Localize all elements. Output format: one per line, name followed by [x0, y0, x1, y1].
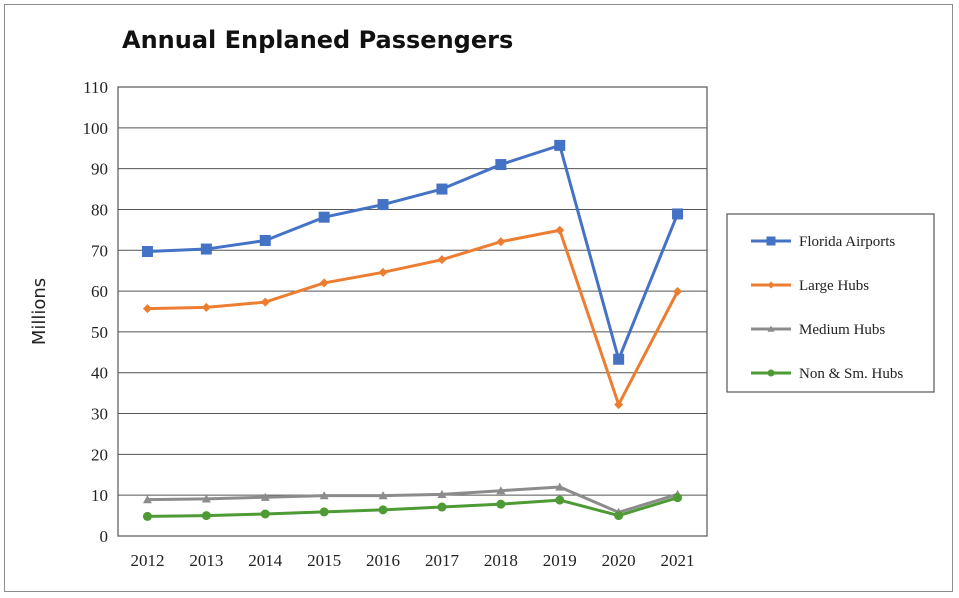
series-line — [147, 496, 678, 518]
y-tick-label: 70 — [91, 241, 108, 260]
legend-label: Large Hubs — [799, 278, 869, 294]
x-tick-label: 2021 — [661, 551, 695, 570]
data-point — [260, 297, 270, 307]
data-point — [555, 225, 565, 235]
x-tick-label: 2019 — [543, 551, 577, 570]
legend-label: Medium Hubs — [799, 322, 885, 338]
data-point — [496, 237, 506, 247]
data-point — [201, 511, 211, 521]
data-point — [319, 278, 329, 288]
series-large-hubs — [142, 225, 683, 410]
y-tick-label: 40 — [91, 364, 108, 383]
data-point — [766, 236, 776, 246]
legend-item: Non & Sm. Hubs — [751, 366, 903, 382]
y-tick-label: 80 — [91, 200, 108, 219]
data-point — [673, 493, 683, 503]
data-point — [496, 486, 506, 495]
data-point — [767, 369, 775, 377]
data-point — [767, 325, 775, 332]
data-point — [672, 208, 684, 220]
plot-area — [117, 86, 708, 537]
data-point — [437, 255, 447, 265]
data-point — [554, 139, 566, 151]
data-point — [142, 495, 152, 504]
data-point — [260, 509, 270, 519]
x-tick-label: 2013 — [189, 551, 223, 570]
x-tick-label: 2014 — [248, 551, 283, 570]
data-point — [260, 492, 270, 501]
y-tick-label: 20 — [91, 445, 108, 464]
x-tick-label: 2017 — [425, 551, 460, 570]
y-axis-ticks: 0 10 20 30 40 50 60 70 80 90 100 110 — [83, 78, 109, 546]
y-tick-label: 30 — [91, 405, 108, 424]
data-point — [437, 489, 447, 498]
y-tick-label: 100 — [83, 119, 109, 138]
data-point — [141, 245, 153, 257]
data-point — [495, 159, 507, 171]
data-point — [201, 494, 211, 503]
y-tick-label: 60 — [91, 282, 108, 301]
series-lines — [141, 139, 684, 521]
data-point — [142, 511, 152, 521]
data-point — [378, 505, 388, 515]
series-line — [147, 485, 678, 514]
data-point — [614, 511, 624, 521]
data-point — [378, 491, 388, 500]
x-tick-label: 2020 — [602, 551, 636, 570]
gridlines — [118, 86, 707, 537]
legend-box — [726, 213, 935, 393]
data-point — [201, 302, 211, 312]
y-tick-label: 50 — [91, 323, 108, 342]
data-point — [377, 199, 389, 211]
y-tick-label: 10 — [91, 486, 108, 505]
data-point — [496, 499, 506, 509]
data-point — [200, 243, 212, 255]
y-tick-label: 110 — [83, 78, 108, 97]
x-tick-label: 2018 — [484, 551, 518, 570]
data-point — [319, 491, 329, 500]
data-point — [259, 234, 271, 246]
data-point — [614, 400, 624, 410]
y-axis-label: Millions — [29, 278, 50, 345]
y-tick-label: 90 — [91, 160, 108, 179]
data-point — [767, 281, 775, 289]
chart-title: Annual Enplaned Passengers — [122, 26, 514, 54]
data-point — [319, 507, 329, 517]
legend-item: Large Hubs — [751, 278, 869, 294]
data-point — [555, 482, 565, 491]
x-axis-ticks: 2012 2013 2014 2015 2016 2017 2018 2019 2020 2021 — [130, 551, 694, 570]
legend-item: Florida Airports — [751, 234, 895, 250]
legend-label: Florida Airports — [799, 234, 895, 250]
legend-item: Medium Hubs — [751, 322, 885, 338]
y-tick-label: 0 — [100, 527, 109, 546]
x-tick-label: 2012 — [130, 551, 164, 570]
data-point — [673, 286, 683, 296]
x-tick-label: 2015 — [307, 551, 341, 570]
x-tick-label: 2016 — [366, 551, 400, 570]
series-florida-airports — [141, 139, 684, 365]
data-point — [318, 211, 330, 223]
data-point — [613, 353, 625, 365]
series-line — [147, 228, 679, 407]
data-point — [142, 304, 152, 314]
data-point — [378, 267, 388, 277]
series-line — [147, 143, 679, 361]
series-non-sm-hubs — [142, 493, 683, 521]
data-point — [436, 183, 448, 195]
legend: Florida Airports Large Hubs Medium Hubs Non… — [726, 213, 935, 393]
data-point — [437, 502, 447, 512]
data-point — [555, 495, 565, 505]
legend-label: Non & Sm. Hubs — [799, 366, 903, 382]
